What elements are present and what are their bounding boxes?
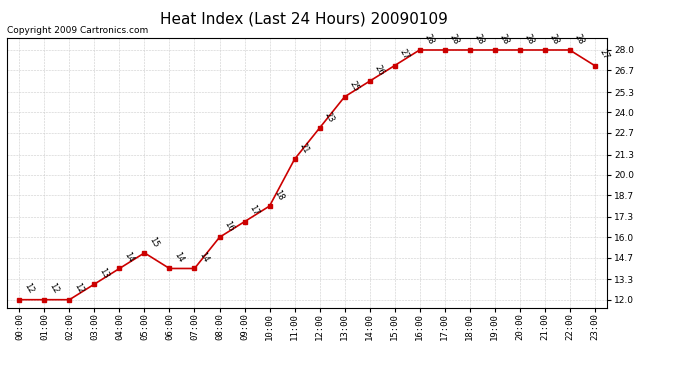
- Text: 25: 25: [347, 79, 360, 93]
- Text: 27: 27: [397, 48, 411, 62]
- Text: 18: 18: [273, 188, 286, 202]
- Text: 14: 14: [122, 251, 135, 264]
- Text: 28: 28: [522, 32, 535, 46]
- Text: 27: 27: [598, 48, 611, 62]
- Text: 28: 28: [422, 32, 435, 46]
- Text: 12: 12: [72, 282, 86, 296]
- Text: 15: 15: [147, 235, 160, 249]
- Text: 28: 28: [473, 32, 486, 46]
- Text: 28: 28: [447, 32, 460, 46]
- Text: 28: 28: [497, 32, 511, 46]
- Text: 23: 23: [322, 110, 335, 124]
- Text: 12: 12: [47, 282, 60, 296]
- Text: 14: 14: [197, 251, 210, 264]
- Text: 21: 21: [297, 141, 310, 155]
- Text: Heat Index (Last 24 Hours) 20090109: Heat Index (Last 24 Hours) 20090109: [159, 11, 448, 26]
- Text: 16: 16: [222, 219, 235, 233]
- Text: Copyright 2009 Cartronics.com: Copyright 2009 Cartronics.com: [7, 26, 148, 35]
- Text: 26: 26: [373, 63, 386, 77]
- Text: 14: 14: [172, 251, 186, 264]
- Text: 28: 28: [547, 32, 560, 46]
- Text: 17: 17: [247, 204, 260, 218]
- Text: 13: 13: [97, 266, 110, 280]
- Text: 12: 12: [22, 282, 35, 296]
- Text: 28: 28: [573, 32, 586, 46]
